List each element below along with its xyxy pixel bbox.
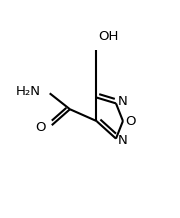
Text: OH: OH <box>98 30 119 43</box>
Text: O: O <box>36 121 46 134</box>
Text: H₂N: H₂N <box>16 85 41 98</box>
Text: O: O <box>126 114 136 128</box>
Text: N: N <box>118 134 128 147</box>
Text: N: N <box>118 95 128 108</box>
